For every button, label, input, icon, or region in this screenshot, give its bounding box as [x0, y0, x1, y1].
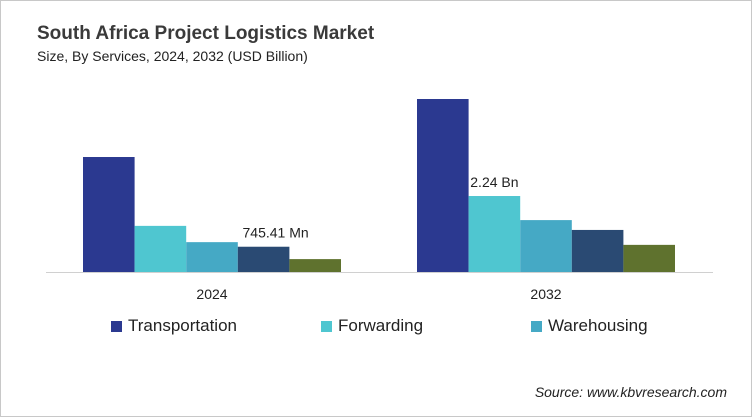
legend-label: Forwarding [338, 316, 424, 335]
bar-2032-series-1 [468, 196, 521, 272]
data-label: 745.41 Mn [243, 225, 309, 241]
legend-item: Forwarding [321, 316, 531, 336]
bar-2032-series-4 [623, 244, 675, 272]
bar-2032-series-3 [571, 229, 624, 272]
legend-label: Transportation [128, 316, 237, 335]
chart-subtitle: Size, By Services, 2024, 2032 (USD Billi… [37, 48, 308, 64]
bar-2024-series-4 [289, 259, 341, 272]
legend: Transportation Forwarding Warehousing [111, 316, 741, 336]
legend-swatch [531, 320, 542, 332]
bar-2024-series-0 [83, 157, 135, 272]
x-tick-label: 2032 [530, 286, 561, 302]
x-tick-label: 2024 [196, 286, 227, 302]
legend-swatch [111, 320, 122, 332]
chart-title: South Africa Project Logistics Market [37, 23, 375, 44]
source-note: Source: www.kbvresearch.com [534, 384, 727, 400]
legend-item: Transportation [111, 316, 321, 336]
bar-2024-series-2 [186, 242, 238, 272]
data-label: 2.24 Bn [470, 174, 518, 190]
bar-2032-series-2 [520, 220, 572, 272]
bar-2032-series-0 [417, 99, 469, 272]
legend-label: Warehousing [548, 316, 648, 335]
legend-swatch [321, 320, 332, 332]
bar-2024-series-3 [237, 246, 290, 272]
legend-item: Warehousing [531, 316, 741, 336]
bar-2024-series-1 [134, 225, 187, 272]
